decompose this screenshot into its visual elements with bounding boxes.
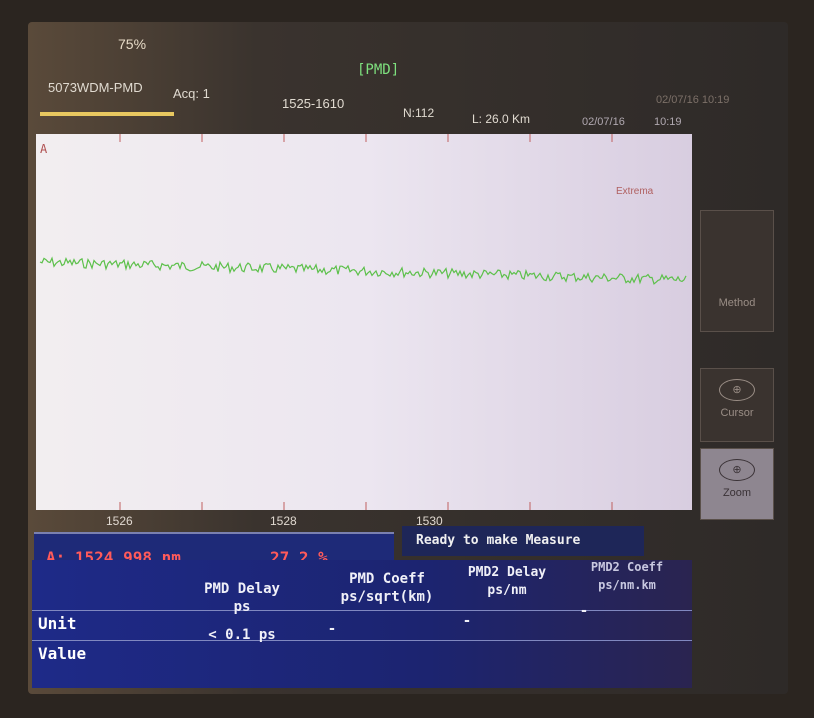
column-unit: ps/nm.km [598, 578, 656, 592]
x-tick-label: 1526 [106, 514, 133, 528]
cursor-icon: ⊕ [719, 379, 755, 401]
pmd2-delay-value: - [462, 613, 472, 629]
zoom-button[interactable]: ⊕ Zoom [700, 448, 774, 520]
pmd2-delay-header: PMD2 Delay ps/nm [452, 564, 562, 600]
x-tick-label: 1530 [416, 514, 443, 528]
point-count: N:112 [403, 106, 435, 120]
trace-svg [39, 134, 687, 510]
column-unit: ps/sqrt(km) [340, 589, 434, 605]
row-label-unit: Unit [38, 614, 77, 633]
trace-time: 10:19 [654, 116, 682, 128]
cursor-label: Cursor [720, 407, 754, 419]
trace-date: 02/07/16 [582, 116, 625, 128]
column-unit: ps [233, 599, 251, 615]
column-name: PMD Coeff [349, 571, 425, 587]
mode-label: [PMD] [357, 62, 400, 78]
status-message: Ready to make Measure [402, 526, 644, 556]
pmd-coeff-value: - [327, 621, 337, 637]
column-name: PMD Delay [204, 581, 280, 597]
results-table: Unit Value PMD Delay ps PMD Coeff ps/sqrt(… [32, 560, 692, 688]
zoom-percent: 75% [118, 36, 147, 52]
pmd-delay-value: < 0.1 ps [208, 627, 276, 643]
column-name: PMD2 Coeff [590, 560, 664, 574]
x-tick-label: 1528 [270, 514, 297, 528]
trace-plot[interactable]: A Extrema [36, 134, 692, 510]
column-name: PMD2 Delay [467, 565, 547, 580]
row-label-value: Value [38, 644, 87, 663]
cursor-button[interactable]: ⊕ Cursor [700, 368, 774, 442]
system-datetime: 02/07/16 10:19 [656, 94, 730, 106]
method-label: Method [718, 297, 756, 309]
zoom-label: Zoom [722, 487, 752, 499]
extrema-annotation: Extrema [616, 186, 654, 197]
acquisition-count: Acq: 1 [173, 86, 210, 101]
zoom-icon: ⊕ [719, 459, 755, 481]
wavelength-range: 1525-1610 [282, 96, 345, 111]
acquisition-progress-bar [40, 112, 174, 116]
pmd-delay-header: PMD Delay ps [182, 580, 302, 616]
pmd-trace [39, 256, 687, 285]
method-button[interactable]: Method [700, 210, 774, 332]
instrument-name: 5073WDM-PMD [48, 80, 143, 95]
pmd-coeff-header: PMD Coeff ps/sqrt(km) [322, 570, 452, 606]
pmd2-coeff-value: - [579, 603, 589, 619]
method-icon [720, 271, 754, 291]
marker-a-label[interactable]: A [40, 142, 48, 156]
pmd2-coeff-header: PMD2 Coeff ps/nm.km [572, 558, 682, 594]
fiber-length: L: 26.0 Km [472, 112, 531, 126]
column-unit: ps/nm [487, 583, 527, 598]
